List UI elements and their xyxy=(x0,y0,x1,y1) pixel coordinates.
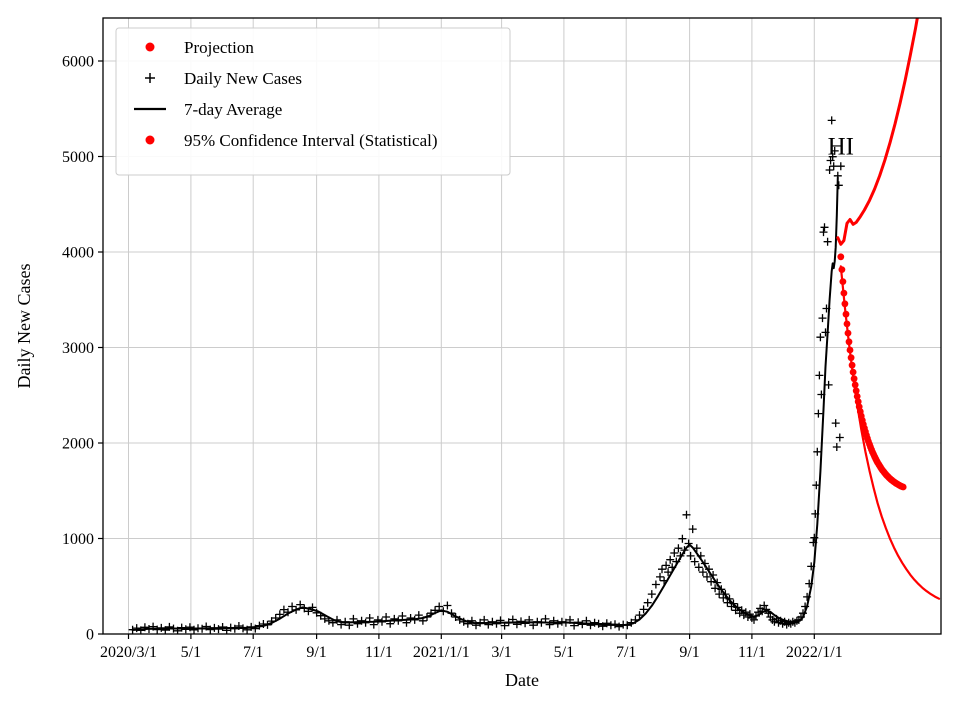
x-tick-label: 5/1 xyxy=(181,644,201,661)
legend-label: 7-day Average xyxy=(184,100,282,119)
x-tick-label: 9/1 xyxy=(679,644,699,661)
legend-dot-marker xyxy=(145,135,155,145)
y-tick-label: 1000 xyxy=(62,531,94,548)
legend-label: Projection xyxy=(184,38,254,57)
x-tick-label: 7/1 xyxy=(243,644,263,661)
x-tick-label: 11/1 xyxy=(365,644,393,661)
legend-label: Daily New Cases xyxy=(184,69,302,88)
tick-labels: 2020/3/1 5/1 7/1 9/1 11/1 2021/1/1 3/1 5/1 7/1 9/… xyxy=(62,54,843,662)
legend-dot-marker xyxy=(145,42,155,52)
x-tick-label: 5/1 xyxy=(554,644,574,661)
axes-frame xyxy=(102,17,942,635)
y-tick-label: 0 xyxy=(86,627,94,644)
series-line-7-day-average xyxy=(131,176,839,631)
y-axis-label: Daily New Cases xyxy=(14,264,34,389)
x-tick-label: 9/1 xyxy=(306,644,326,661)
x-tick-label: 7/1 xyxy=(616,644,636,661)
legend-plus-marker xyxy=(145,73,155,83)
legend: Projection Daily New Cases 7-day Average 95… xyxy=(134,38,438,150)
annotation-text: HI xyxy=(828,134,854,161)
x-axis-label: Date xyxy=(505,670,539,690)
legend-box xyxy=(115,27,511,176)
y-tick-label: 5000 xyxy=(62,149,94,166)
legend-label: 95% Confidence Interval (Statistical) xyxy=(184,131,438,150)
series-line-95-confidence-interval-lower xyxy=(839,265,941,600)
y-tick-label: 3000 xyxy=(62,340,94,357)
plot-area xyxy=(128,18,941,634)
x-tick-label: 2020/3/1 xyxy=(100,644,157,661)
x-tick-label: 11/1 xyxy=(738,644,766,661)
tick-marks xyxy=(98,60,815,639)
x-tick-label: 3/1 xyxy=(491,644,511,661)
y-tick-label: 6000 xyxy=(62,54,94,71)
x-tick-label: 2022/1/1 xyxy=(786,644,843,661)
x-tick-label: 2021/1/1 xyxy=(413,644,470,661)
y-tick-label: 2000 xyxy=(62,436,94,453)
y-tick-label: 4000 xyxy=(62,245,94,262)
series-line-95-confidence-interval-upper xyxy=(836,18,919,246)
